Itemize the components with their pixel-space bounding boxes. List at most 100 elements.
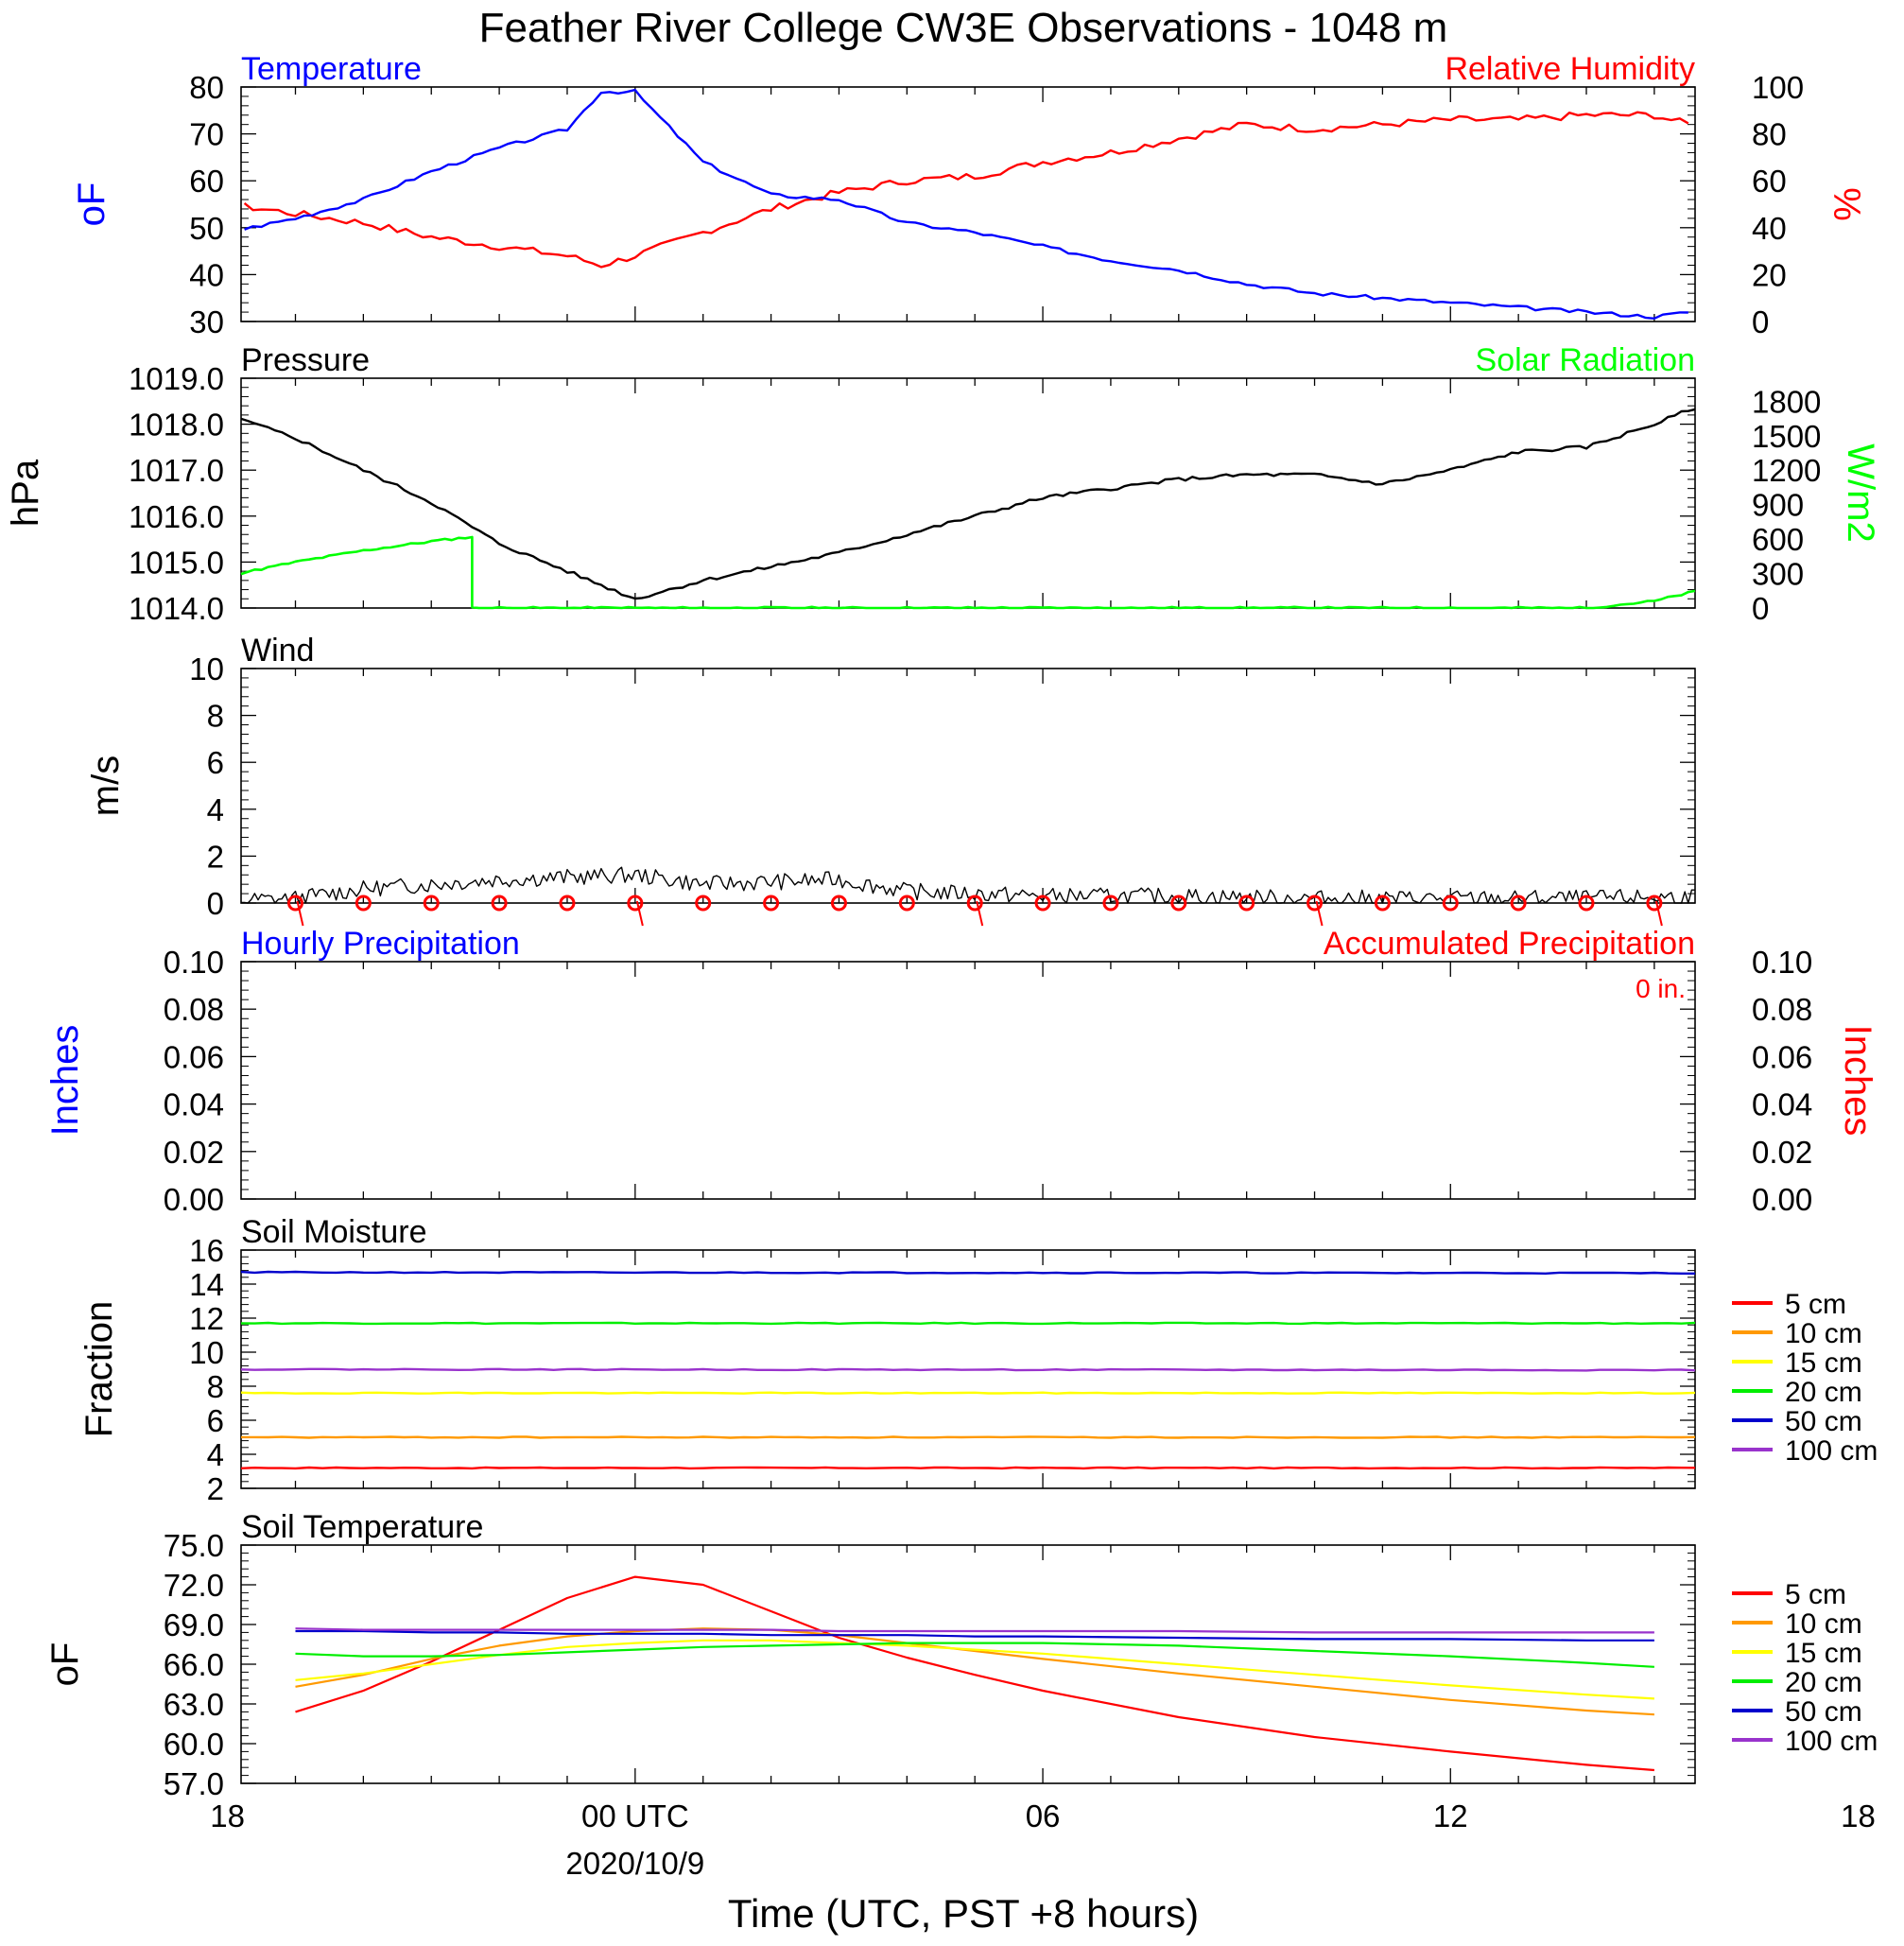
y-tick-label: 0.06 <box>164 1039 224 1074</box>
wind-calm-circle <box>559 895 576 912</box>
y-tick-label: 10 <box>189 1335 224 1370</box>
y2-tick-label: 100 <box>1752 70 1804 105</box>
wind-calm-circle <box>1238 895 1255 912</box>
panel-4: 0.00 0.02 0.04 0.06 0.08 0.10 0.00 0.02 0.04 0.06… <box>44 926 1878 1217</box>
y2-tick-label: 0.10 <box>1752 945 1812 980</box>
series-soil-moisture-10cm <box>241 1435 1696 1439</box>
y-axis-title-left: Inches <box>44 1025 86 1137</box>
panel-title-left: Soil Moisture <box>241 1214 427 1250</box>
series-wind-speed <box>241 866 1695 904</box>
wind-calm-circle <box>1102 895 1119 912</box>
y2-tick-label: 20 <box>1752 257 1787 292</box>
y-tick-label: 6 <box>207 1403 224 1438</box>
y2-tick-label: 1200 <box>1752 453 1821 488</box>
y-tick-label: 1019.0 <box>129 361 224 396</box>
wind-calm-circle <box>627 895 644 912</box>
panel-frame <box>240 668 1696 904</box>
y-tick-label: 75.0 <box>164 1528 224 1563</box>
wind-barb <box>296 900 304 927</box>
y-tick-label: 0.00 <box>164 1182 224 1217</box>
wind-calm-circle <box>1374 895 1391 912</box>
legend-label: 5 cm <box>1785 1289 1846 1320</box>
y-tick-label: 1015.0 <box>129 545 224 580</box>
accumulated-precip-total: 0 in. <box>1636 974 1686 1003</box>
y-tick-label: 69.0 <box>164 1607 224 1642</box>
y-tick-label: 1014.0 <box>129 591 224 626</box>
legend-label: 20 cm <box>1785 1667 1862 1698</box>
y-tick-label: 80 <box>189 70 224 105</box>
series-soil-moisture-100cm <box>240 1367 1696 1372</box>
wind-calm-circle <box>1034 895 1051 912</box>
wind-calm-circle <box>1510 895 1527 912</box>
y2-tick-label: 0.04 <box>1752 1087 1812 1122</box>
y-tick-label: 40 <box>189 257 224 292</box>
series-solar-radiation <box>240 535 1696 610</box>
legend-label: 10 cm <box>1785 1318 1862 1349</box>
y-tick-label: 0 <box>207 886 224 921</box>
y-tick-label: 57.0 <box>164 1766 224 1801</box>
x-tick-label: 00 UTC <box>581 1798 689 1833</box>
panel-6: 57.0 60.0 63.0 66.0 69.0 72.0 75.0 Soil Tempera… <box>44 1509 1878 1801</box>
legend-label: 10 cm <box>1785 1608 1862 1640</box>
panel-title-left: Hourly Precipitation <box>241 926 520 962</box>
panel-1: 30 40 50 60 70 80 0 20 40 60 80 100 Temperature Relat… <box>71 51 1867 339</box>
panel-title-right: Accumulated Precipitation <box>1324 926 1695 962</box>
series-soil-temperature-15cm <box>295 1639 1654 1700</box>
y2-tick-label: 1500 <box>1752 419 1821 454</box>
legend-label: 100 cm <box>1785 1435 1878 1467</box>
y-tick-label: 2 <box>207 1471 224 1506</box>
y-tick-label: 14 <box>189 1267 224 1302</box>
wind-calm-circle <box>286 895 303 912</box>
x-tick-label: 06 <box>1026 1798 1061 1833</box>
y-axis-title-left: oF <box>44 1642 86 1687</box>
y2-tick-label: 600 <box>1752 522 1804 557</box>
x-tick-label: 12 <box>1433 1798 1468 1833</box>
legend-label: 100 cm <box>1785 1726 1878 1757</box>
legend-label: 50 cm <box>1785 1406 1862 1437</box>
y-tick-label: 2 <box>207 839 224 874</box>
wind-calm-circle <box>491 895 508 912</box>
wind-barb <box>1654 900 1663 927</box>
y-tick-label: 30 <box>189 304 224 339</box>
y2-tick-label: 0 <box>1752 304 1769 339</box>
series-soil-moisture-50cm <box>240 1270 1695 1276</box>
wind-calm-circle <box>1170 895 1187 912</box>
panel-frame <box>240 1544 1696 1784</box>
series-soil-temperature-50cm <box>295 1629 1654 1642</box>
y-tick-label: 0.10 <box>164 945 224 980</box>
y2-tick-label: 1800 <box>1752 384 1821 419</box>
series-soil-moisture-15cm <box>240 1391 1696 1395</box>
y-tick-label: 10 <box>189 652 224 686</box>
wind-calm-circle <box>1578 895 1595 912</box>
y-tick-label: 6 <box>207 745 224 780</box>
figure-title: Feather River College CW3E Observations … <box>479 5 1448 51</box>
y-tick-label: 16 <box>189 1233 224 1268</box>
y2-tick-label: 0.02 <box>1752 1135 1812 1170</box>
legend-label: 20 cm <box>1785 1377 1862 1408</box>
series-soil-temperature-5cm <box>295 1575 1654 1772</box>
wind-calm-circle <box>966 895 983 912</box>
series-soil-temperature-20cm <box>295 1642 1654 1668</box>
y2-tick-label: 0 <box>1752 591 1769 626</box>
y-tick-label: 0.04 <box>164 1087 224 1122</box>
legend-label: 50 cm <box>1785 1696 1862 1728</box>
legend-label: 15 cm <box>1785 1638 1862 1669</box>
legend-label: 15 cm <box>1785 1347 1862 1379</box>
y-tick-label: 60 <box>189 164 224 199</box>
wind-calm-circle <box>423 895 440 912</box>
panel-title-right: Solar Radiation <box>1476 342 1695 378</box>
panel-frame <box>240 1249 1696 1489</box>
y-tick-label: 60.0 <box>164 1727 224 1762</box>
y-axis-title-left: oF <box>71 182 113 227</box>
y-axis-title-left: m/s <box>85 756 127 816</box>
y2-tick-label: 80 <box>1752 117 1787 152</box>
panel-title-left: Soil Temperature <box>241 1509 483 1545</box>
y-tick-label: 63.0 <box>164 1687 224 1722</box>
y-tick-label: 70 <box>189 117 224 152</box>
y-axis-title-right: Inches <box>1837 1025 1878 1137</box>
y-tick-label: 0.08 <box>164 992 224 1027</box>
y2-tick-label: 300 <box>1752 557 1804 592</box>
series-pressure <box>240 408 1696 600</box>
